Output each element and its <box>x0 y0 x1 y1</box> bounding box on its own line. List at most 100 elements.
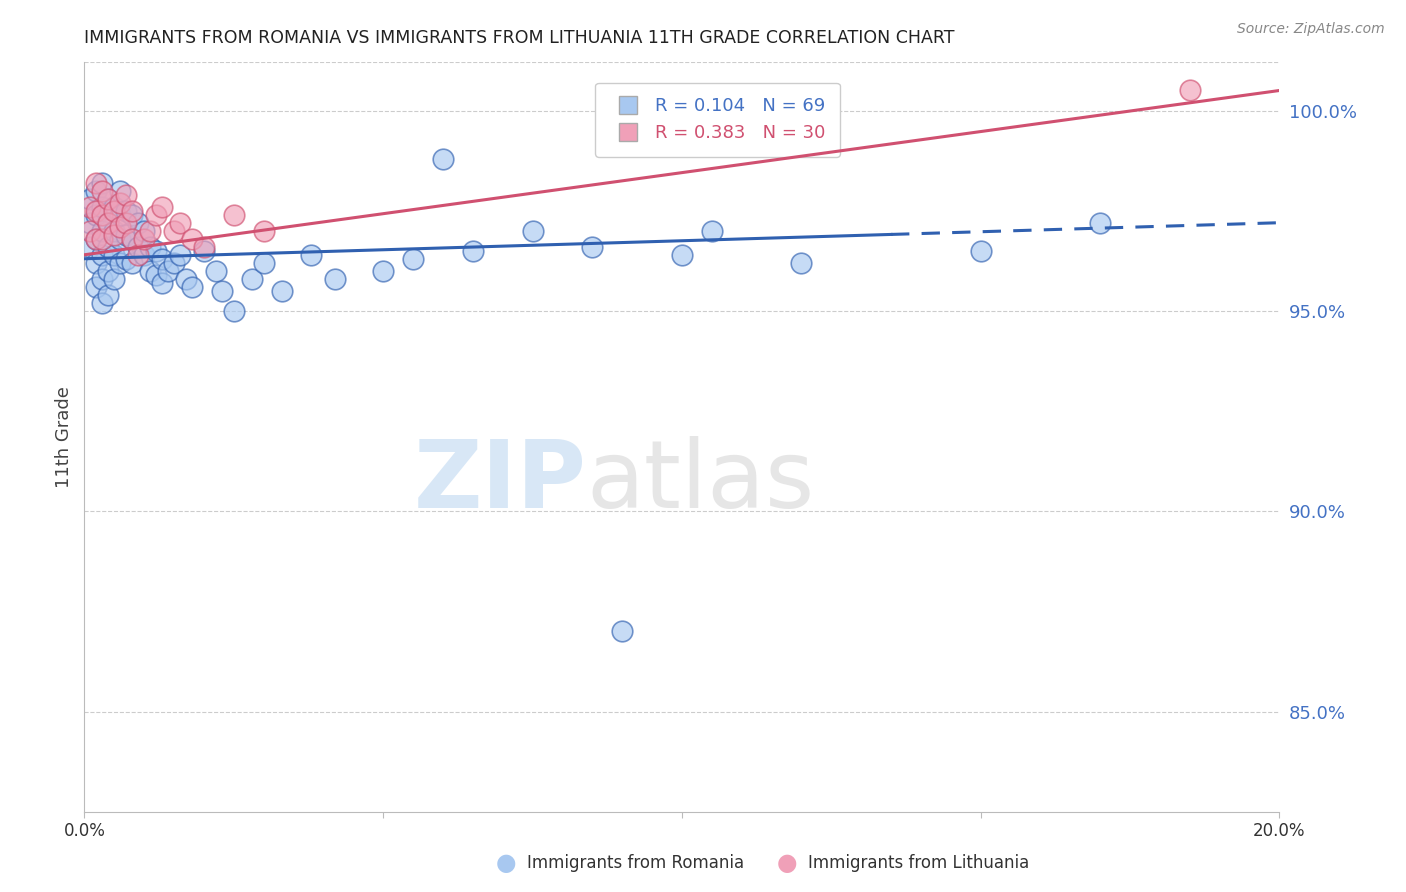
Point <box>79 216 101 230</box>
Point <box>145 208 167 222</box>
Point <box>139 224 162 238</box>
Point <box>86 203 108 218</box>
Point <box>522 224 544 238</box>
Point <box>91 248 114 262</box>
Point <box>211 284 233 298</box>
Point <box>150 200 173 214</box>
Text: IMMIGRANTS FROM ROMANIA VS IMMIGRANTS FROM LITHUANIA 11TH GRADE CORRELATION CHAR: IMMIGRANTS FROM ROMANIA VS IMMIGRANTS FR… <box>84 29 955 47</box>
Point <box>253 224 276 238</box>
Point <box>222 304 245 318</box>
Point <box>86 184 108 198</box>
Point <box>181 280 204 294</box>
Point <box>1090 216 1112 230</box>
Point <box>79 240 101 254</box>
Point <box>432 152 454 166</box>
Point <box>240 272 263 286</box>
Point <box>103 200 125 214</box>
Point <box>169 248 191 262</box>
Point <box>115 252 138 266</box>
Point <box>671 248 693 262</box>
Point <box>270 284 292 298</box>
Y-axis label: 11th Grade: 11th Grade <box>55 386 73 488</box>
Text: Source: ZipAtlas.com: Source: ZipAtlas.com <box>1237 22 1385 37</box>
Text: ●: ● <box>496 852 516 875</box>
Point <box>115 187 138 202</box>
Point <box>110 195 132 210</box>
Point <box>970 244 993 258</box>
Point <box>103 272 125 286</box>
Point <box>1178 83 1201 97</box>
Point <box>121 232 143 246</box>
Point <box>700 224 723 238</box>
Point <box>139 240 162 254</box>
Legend: R = 0.104   N = 69, R = 0.383   N = 30: R = 0.104 N = 69, R = 0.383 N = 30 <box>595 83 839 157</box>
Point <box>86 208 108 222</box>
Point <box>86 176 108 190</box>
Point <box>174 272 197 286</box>
Point <box>97 192 120 206</box>
Point <box>110 256 132 270</box>
Point <box>145 268 167 282</box>
Point <box>193 240 215 254</box>
Point <box>222 208 245 222</box>
Point <box>115 227 138 242</box>
Point <box>86 280 108 294</box>
Point <box>612 624 634 639</box>
Point <box>461 244 484 258</box>
Point <box>91 176 114 190</box>
Text: ●: ● <box>778 852 797 875</box>
Point <box>97 264 120 278</box>
Point <box>121 208 143 222</box>
Point <box>145 244 167 258</box>
Point <box>103 248 125 262</box>
Point <box>86 232 108 246</box>
Point <box>91 296 114 310</box>
Point <box>163 224 186 238</box>
Point <box>139 264 162 278</box>
Point <box>181 232 204 246</box>
Point <box>79 224 101 238</box>
Point <box>97 216 120 230</box>
Point <box>127 240 149 254</box>
Point <box>91 232 114 246</box>
Point <box>121 232 143 246</box>
Point <box>301 248 323 262</box>
Point <box>110 208 132 222</box>
Point <box>163 256 186 270</box>
Point <box>103 203 125 218</box>
Point <box>132 224 156 238</box>
Point <box>79 192 101 206</box>
Point <box>97 240 120 254</box>
Point <box>91 272 114 286</box>
Point <box>157 264 180 278</box>
Point <box>86 256 108 270</box>
Point <box>103 224 125 238</box>
Point <box>193 244 215 258</box>
Point <box>169 216 191 230</box>
Point <box>115 203 138 218</box>
Point <box>110 219 132 234</box>
Text: Immigrants from Romania: Immigrants from Romania <box>527 855 744 872</box>
Point <box>373 264 395 278</box>
Point <box>121 256 143 270</box>
Point <box>581 240 603 254</box>
Text: ZIP: ZIP <box>413 436 586 528</box>
Point <box>86 232 108 246</box>
Point <box>325 272 347 286</box>
Point <box>110 232 132 246</box>
Point <box>127 216 149 230</box>
Point <box>402 252 425 266</box>
Point <box>205 264 228 278</box>
Point <box>91 184 114 198</box>
Point <box>91 208 114 222</box>
Point <box>103 227 125 242</box>
Point <box>121 203 143 218</box>
Point <box>150 252 173 266</box>
Point <box>79 200 101 214</box>
Point <box>127 248 149 262</box>
Text: Immigrants from Lithuania: Immigrants from Lithuania <box>808 855 1029 872</box>
Point <box>91 200 114 214</box>
Point <box>110 184 132 198</box>
Point <box>115 216 138 230</box>
Point <box>150 276 173 290</box>
